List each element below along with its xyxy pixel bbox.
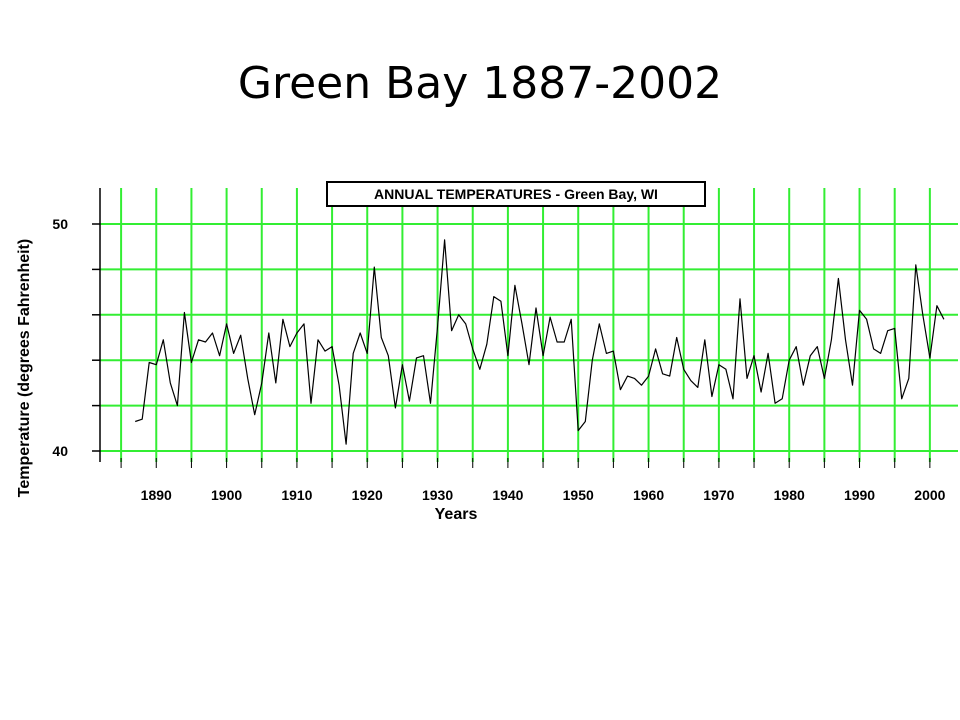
- y-tick-label: 50: [52, 216, 68, 232]
- chart-title: ANNUAL TEMPERATURES - Green Bay, WI: [374, 186, 658, 202]
- slide-title: Green Bay 1887-2002: [237, 58, 723, 109]
- x-tick-label: 1980: [774, 487, 805, 503]
- y-axis-label: Temperature (degrees Fahrenheit): [16, 239, 33, 497]
- x-axis-label: Years: [435, 506, 478, 523]
- series-layer: [135, 239, 945, 445]
- x-tick-label: 1960: [633, 487, 664, 503]
- x-tick-label: 1970: [703, 487, 734, 503]
- x-tick-label: 1950: [563, 487, 594, 503]
- x-tick-label: 1890: [141, 487, 172, 503]
- temperature-series-line: [135, 239, 945, 445]
- x-tick-label: 1910: [281, 487, 312, 503]
- y-tick-label: 40: [52, 443, 68, 459]
- x-tick-label: 1920: [352, 487, 383, 503]
- axes: [92, 188, 931, 468]
- x-tick-label: 2000: [914, 487, 945, 503]
- x-tick-labels: 1890 1900 1910 1920 1930 1940 1950 1960 1970 1980…: [141, 487, 946, 503]
- x-tick-label: 1940: [492, 487, 523, 503]
- chart-title-box: ANNUAL TEMPERATURES - Green Bay, WI: [326, 181, 706, 207]
- grid: [100, 188, 958, 462]
- y-tick-labels: 40 50: [52, 216, 68, 459]
- x-tick-label: 1930: [422, 487, 453, 503]
- x-tick-label: 1990: [844, 487, 875, 503]
- x-tick-label: 1900: [211, 487, 242, 503]
